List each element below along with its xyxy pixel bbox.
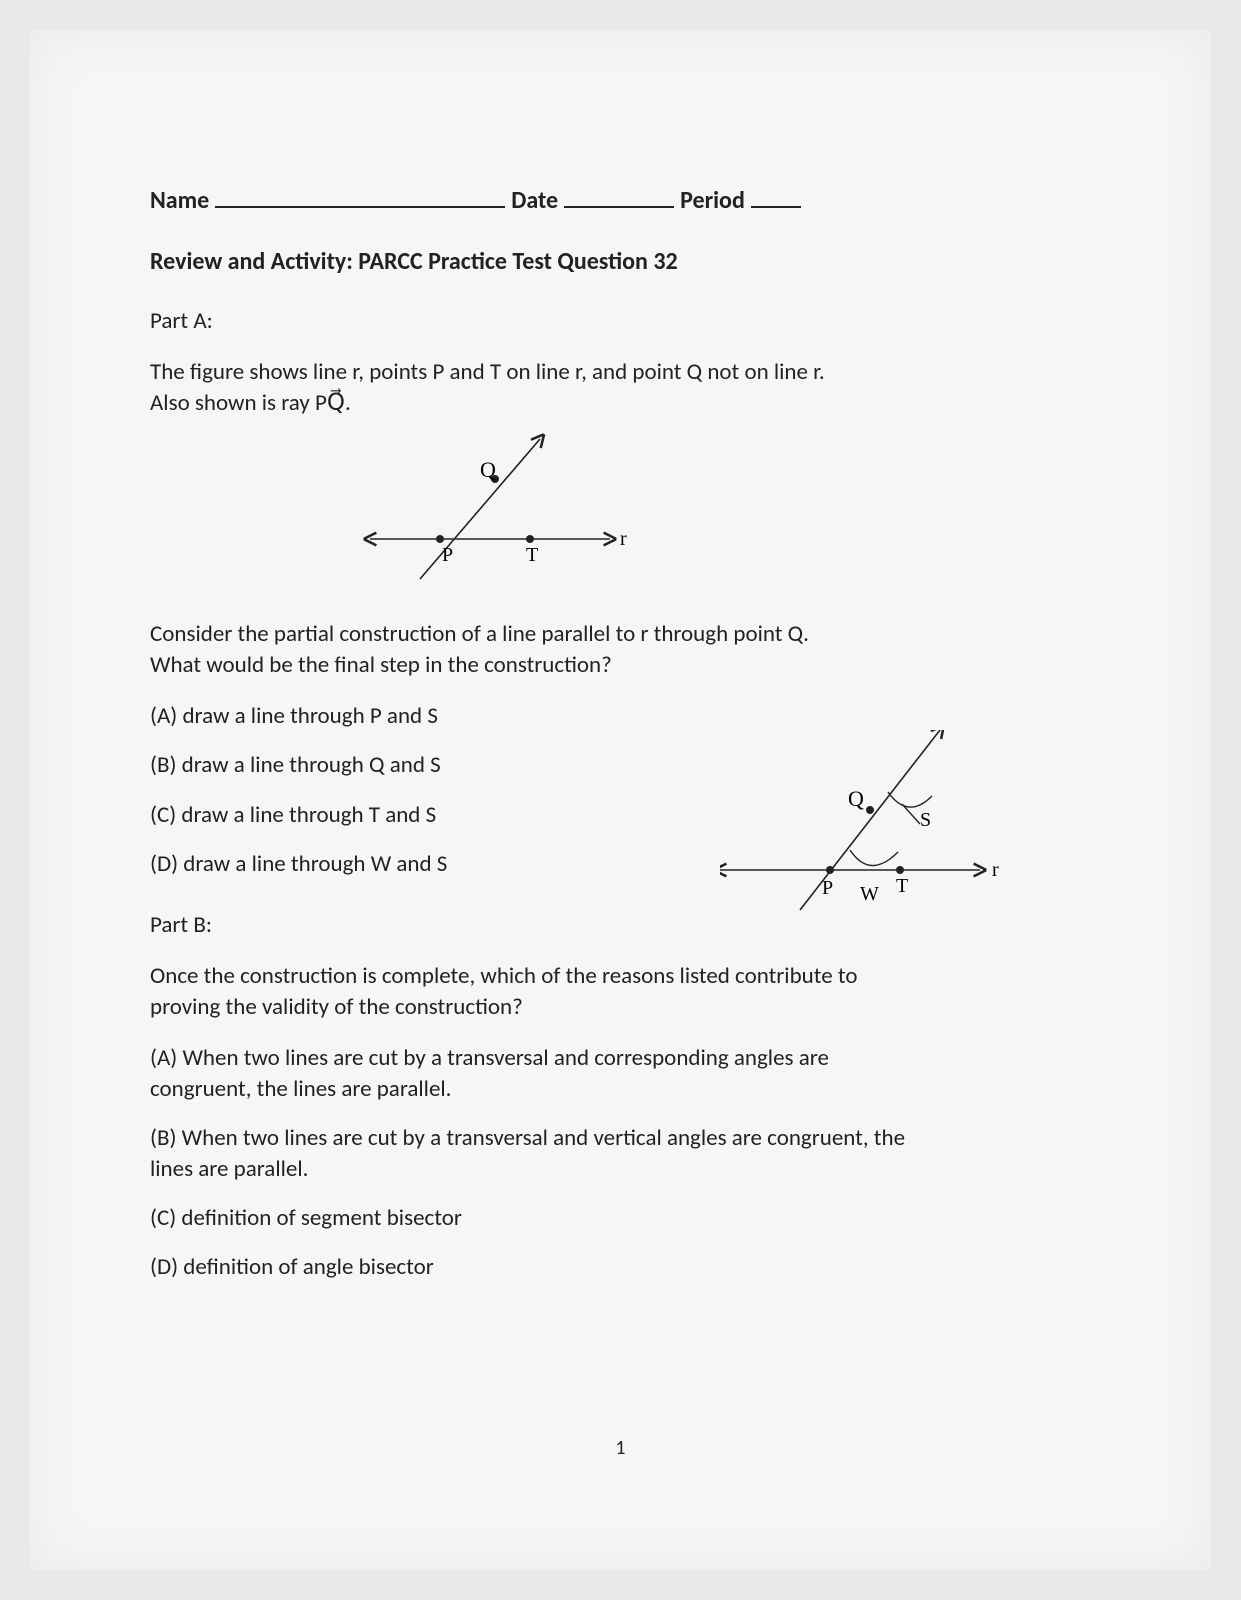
- fig2-arc-upper: [888, 792, 932, 807]
- part-b-option-a[interactable]: (A) When two lines are cut by a transver…: [150, 1043, 930, 1105]
- fig2-label-s: S: [920, 809, 931, 831]
- scanned-page: Name Date Period Review and Activity: PA…: [30, 30, 1211, 1570]
- date-label: Date: [511, 185, 558, 217]
- part-a-question: Consider the partial construction of a l…: [150, 619, 930, 681]
- fig1-label-r: r: [620, 528, 627, 550]
- fig1-point-p: [436, 535, 444, 543]
- part-b-options: (A) When two lines are cut by a transver…: [150, 1043, 930, 1283]
- fig2-label-t: T: [896, 875, 908, 897]
- part-a-q-line1: Consider the partial construction of a l…: [150, 620, 809, 648]
- fig2-point-p: [826, 866, 834, 874]
- date-blank[interactable]: [564, 180, 674, 208]
- figure-2: P W T Q S r: [720, 730, 1060, 930]
- page-number: 1: [30, 1436, 1211, 1460]
- part-b-option-c[interactable]: (C) definition of segment bisector: [150, 1203, 930, 1234]
- name-label: Name: [150, 185, 209, 217]
- part-a-label: Part A:: [150, 306, 930, 337]
- part-b-question: Once the construction is complete, which…: [150, 961, 930, 1023]
- part-a-intro-line2: Also shown is ray PQ⃗.: [150, 389, 351, 417]
- part-b-option-d[interactable]: (D) definition of angle bisector: [150, 1252, 930, 1283]
- figure-1: P T Q r: [380, 439, 930, 599]
- fig2-label-p: P: [822, 877, 833, 899]
- part-a-intro-line1: The figure shows line r, points P and T …: [150, 358, 825, 386]
- fig2-label-r: r: [992, 859, 999, 881]
- fig1-label-q: Q: [480, 457, 496, 482]
- worksheet-content: Name Date Period Review and Activity: PA…: [150, 180, 930, 1301]
- fig2-point-q: [866, 806, 874, 814]
- period-blank[interactable]: [751, 180, 801, 208]
- header-line: Name Date Period: [150, 180, 930, 218]
- fig2-point-t: [896, 866, 904, 874]
- name-blank[interactable]: [215, 180, 505, 208]
- part-a-q-line2: What would be the final step in the cons…: [150, 651, 612, 679]
- fig1-label-p: P: [442, 544, 453, 566]
- part-a-intro: The figure shows line r, points P and T …: [150, 357, 930, 419]
- period-label: Period: [680, 185, 745, 217]
- part-a-option-a[interactable]: (A) draw a line through P and S: [150, 701, 930, 732]
- part-b-option-b[interactable]: (B) When two lines are cut by a transver…: [150, 1123, 930, 1185]
- fig1-label-t: T: [526, 544, 538, 566]
- worksheet-title: Review and Activity: PARCC Practice Test…: [150, 246, 930, 278]
- fig1-point-t: [526, 535, 534, 543]
- fig2-label-q: Q: [848, 786, 864, 811]
- fig2-arc-lower: [850, 850, 898, 866]
- fig2-label-w: W: [860, 883, 879, 905]
